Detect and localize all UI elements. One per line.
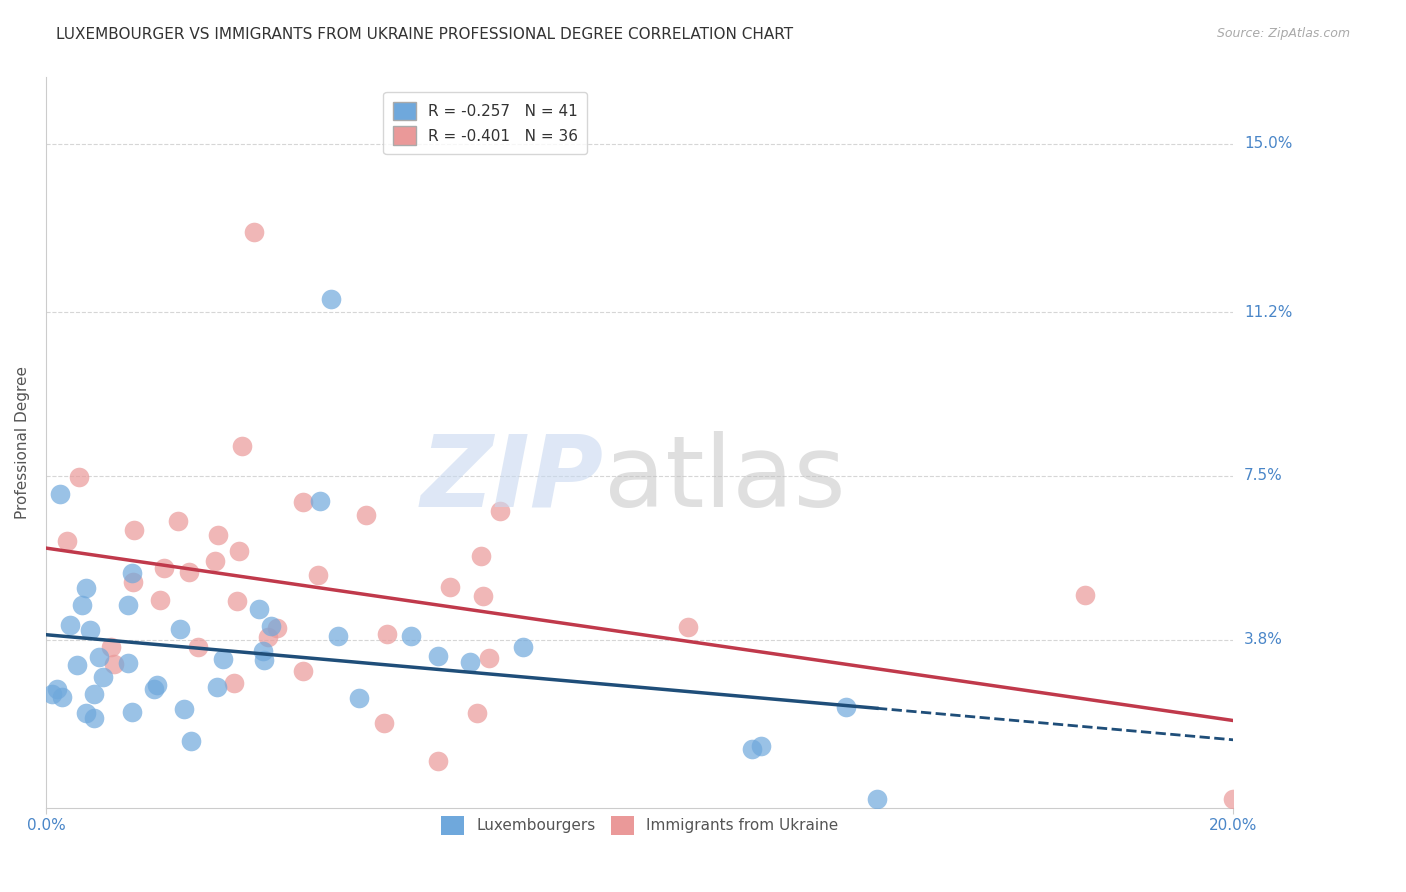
Point — [247, 601, 270, 615]
Point — [292, 495, 315, 509]
Text: 15.0%: 15.0% — [1244, 136, 1292, 152]
Point — [224, 676, 246, 690]
Point — [354, 508, 377, 522]
Point — [257, 630, 280, 644]
Legend: Luxembourgers, Immigrants from Ukraine: Luxembourgers, Immigrants from Ukraine — [432, 807, 848, 844]
Point — [51, 690, 73, 704]
Point — [242, 225, 264, 239]
Point — [121, 566, 143, 580]
Point — [308, 494, 330, 508]
Point — [83, 711, 105, 725]
Point — [470, 549, 492, 563]
Point — [167, 514, 190, 528]
Point — [260, 618, 283, 632]
Text: LUXEMBOURGER VS IMMIGRANTS FROM UKRAINE PROFESSIONAL DEGREE CORRELATION CHART: LUXEMBOURGER VS IMMIGRANTS FROM UKRAINE … — [56, 27, 793, 42]
Point — [253, 653, 276, 667]
Point — [103, 657, 125, 672]
Point — [458, 655, 481, 669]
Point — [70, 598, 93, 612]
Point — [427, 648, 450, 663]
Point — [49, 487, 72, 501]
Point — [347, 691, 370, 706]
Point — [226, 594, 249, 608]
Point — [478, 650, 501, 665]
Point — [153, 561, 176, 575]
Point — [1073, 588, 1095, 602]
Point — [117, 656, 139, 670]
Point — [207, 528, 229, 542]
Point — [465, 706, 488, 720]
Point — [231, 439, 253, 453]
Point — [143, 681, 166, 696]
Point — [472, 590, 495, 604]
Point — [75, 581, 97, 595]
Point — [83, 686, 105, 700]
Point — [489, 503, 512, 517]
Point — [59, 618, 82, 632]
Point — [741, 742, 763, 756]
Point — [399, 629, 422, 643]
Point — [75, 706, 97, 720]
Point — [122, 575, 145, 590]
Point — [307, 568, 329, 582]
Point — [835, 700, 858, 714]
Point — [177, 565, 200, 579]
Point — [375, 626, 398, 640]
Text: 3.8%: 3.8% — [1244, 632, 1284, 647]
Text: atlas: atlas — [605, 431, 845, 527]
Point — [46, 681, 69, 696]
Point — [66, 658, 89, 673]
Point — [252, 644, 274, 658]
Point — [79, 624, 101, 638]
Point — [207, 680, 229, 694]
Point — [1222, 792, 1244, 806]
Point — [373, 715, 395, 730]
Text: ZIP: ZIP — [420, 431, 605, 527]
Point — [56, 534, 79, 549]
Point — [91, 670, 114, 684]
Point — [87, 649, 110, 664]
Point — [228, 544, 250, 558]
Point — [187, 640, 209, 655]
Point — [866, 792, 889, 806]
Point — [121, 706, 143, 720]
Point — [117, 598, 139, 612]
Point — [204, 554, 226, 568]
Y-axis label: Professional Degree: Professional Degree — [15, 366, 30, 519]
Point — [319, 292, 342, 306]
Point — [180, 734, 202, 748]
Point — [512, 640, 534, 655]
Point — [169, 622, 191, 636]
Point — [292, 664, 315, 678]
Point — [146, 677, 169, 691]
Point — [328, 629, 350, 643]
Point — [749, 739, 772, 754]
Text: Source: ZipAtlas.com: Source: ZipAtlas.com — [1216, 27, 1350, 40]
Point — [426, 754, 449, 768]
Point — [67, 470, 90, 484]
Point — [41, 687, 63, 701]
Point — [676, 620, 699, 634]
Point — [439, 580, 461, 594]
Point — [211, 652, 233, 666]
Point — [173, 702, 195, 716]
Point — [100, 640, 122, 654]
Point — [266, 621, 288, 635]
Point — [122, 523, 145, 537]
Text: 7.5%: 7.5% — [1244, 468, 1282, 483]
Point — [149, 592, 172, 607]
Text: 11.2%: 11.2% — [1244, 304, 1292, 319]
